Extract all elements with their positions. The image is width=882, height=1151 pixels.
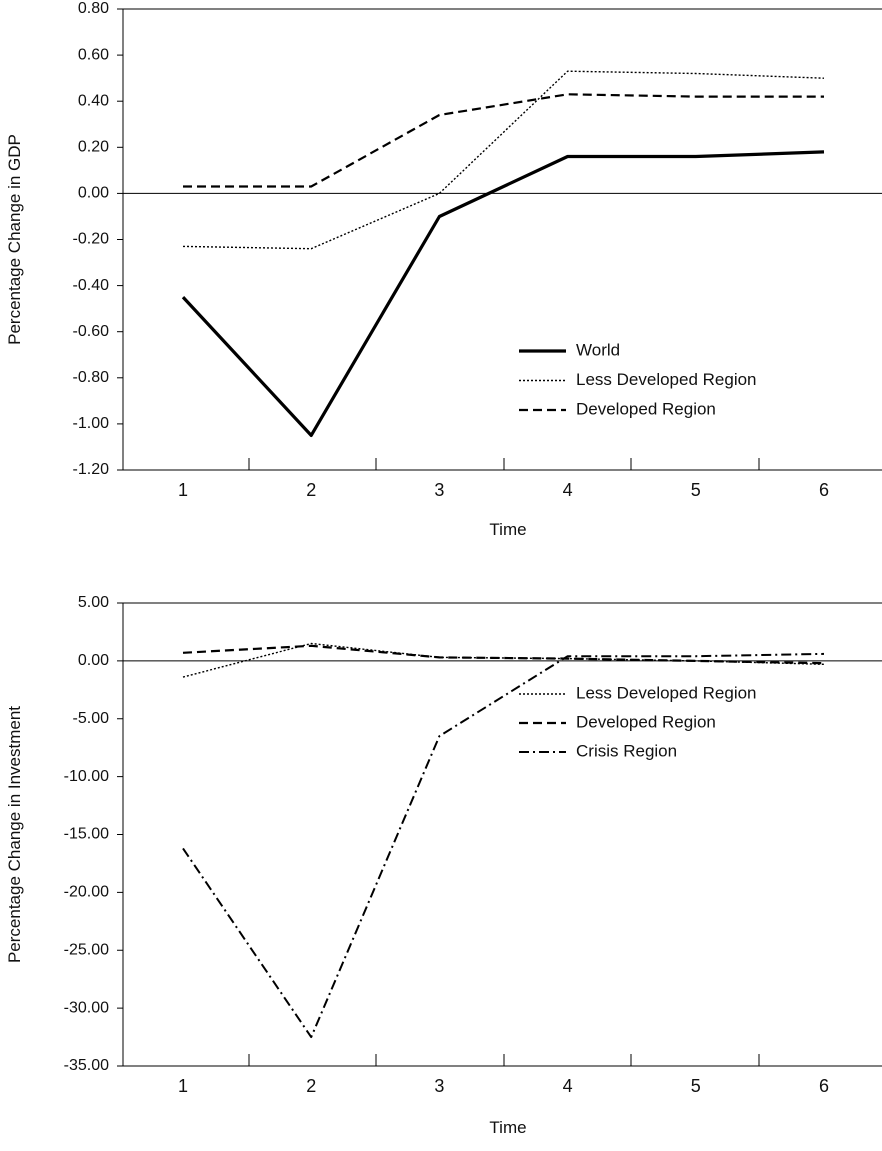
legend-label: Developed Region — [576, 712, 716, 731]
y-tick-label: -0.60 — [73, 323, 110, 340]
investment-chart: -35.00 -30.00 -25.00 -20.00 -15.00 -10.00 -5.0… — [5, 594, 882, 1137]
legend-label: Developed Region — [576, 399, 716, 418]
y-tick-label: -15.00 — [64, 826, 109, 843]
x-axis-title: Time — [489, 520, 526, 539]
y-axis-title: Percentage Change in GDP — [5, 134, 24, 345]
series-line-less-developed-region — [182, 642, 825, 678]
series-line-developed-region — [183, 93, 824, 188]
gdp-chart: -1.20 -1.00 -0.80 -0.60 -0.40 -0.20 0.00 0.20 0.… — [5, 0, 882, 539]
y-tick-label: -10.00 — [64, 768, 109, 785]
y-tick-label: 0.60 — [78, 46, 109, 63]
x-tick-label: 3 — [434, 480, 444, 500]
x-tick-label: 2 — [306, 1076, 316, 1096]
y-tick-label: -20.00 — [64, 884, 109, 901]
x-tick-label: 6 — [819, 480, 829, 500]
x-tick-label: 6 — [819, 1076, 829, 1096]
y-tick-label: -1.00 — [73, 415, 110, 432]
y-tick-label: 0.00 — [78, 185, 109, 202]
y-tick-label: -0.40 — [73, 277, 110, 294]
y-tick-label: -1.20 — [73, 461, 110, 478]
y-tick-label: -30.00 — [64, 999, 109, 1016]
y-tick-label: -5.00 — [73, 710, 110, 727]
legend-label: World — [576, 340, 620, 359]
y-tick-label: 0.20 — [78, 139, 109, 156]
x-tick-label: 4 — [563, 480, 573, 500]
y-tick-label: 0.80 — [78, 0, 109, 17]
series-line-world — [181, 150, 825, 437]
y-tick-label: -0.80 — [73, 369, 110, 386]
y-tick-label: 0.00 — [78, 652, 109, 669]
y-tick-label: 0.40 — [78, 92, 109, 109]
y-tick-label: 5.00 — [78, 594, 109, 611]
x-tick-label: 2 — [306, 480, 316, 500]
y-axis-title: Percentage Change in Investment — [5, 706, 24, 963]
series-line-crisis-region — [182, 652, 825, 1039]
x-tick-label: 5 — [691, 480, 701, 500]
y-tick-label: -25.00 — [64, 941, 109, 958]
series-line-developed-region — [182, 644, 825, 665]
x-tick-label: 1 — [178, 480, 188, 500]
x-tick-label: 5 — [691, 1076, 701, 1096]
x-tick-label: 3 — [434, 1076, 444, 1096]
legend-label: Less Developed Region — [576, 370, 757, 389]
y-tick-label: -0.20 — [73, 231, 110, 248]
legend-label: Crisis Region — [576, 741, 677, 760]
legend-label: Less Developed Region — [576, 683, 757, 702]
x-tick-label: 4 — [563, 1076, 573, 1096]
y-tick-label: -35.00 — [64, 1057, 109, 1074]
x-tick-label: 1 — [178, 1076, 188, 1096]
series-line-less-developed-region — [182, 70, 825, 250]
x-axis-title: Time — [489, 1118, 526, 1137]
